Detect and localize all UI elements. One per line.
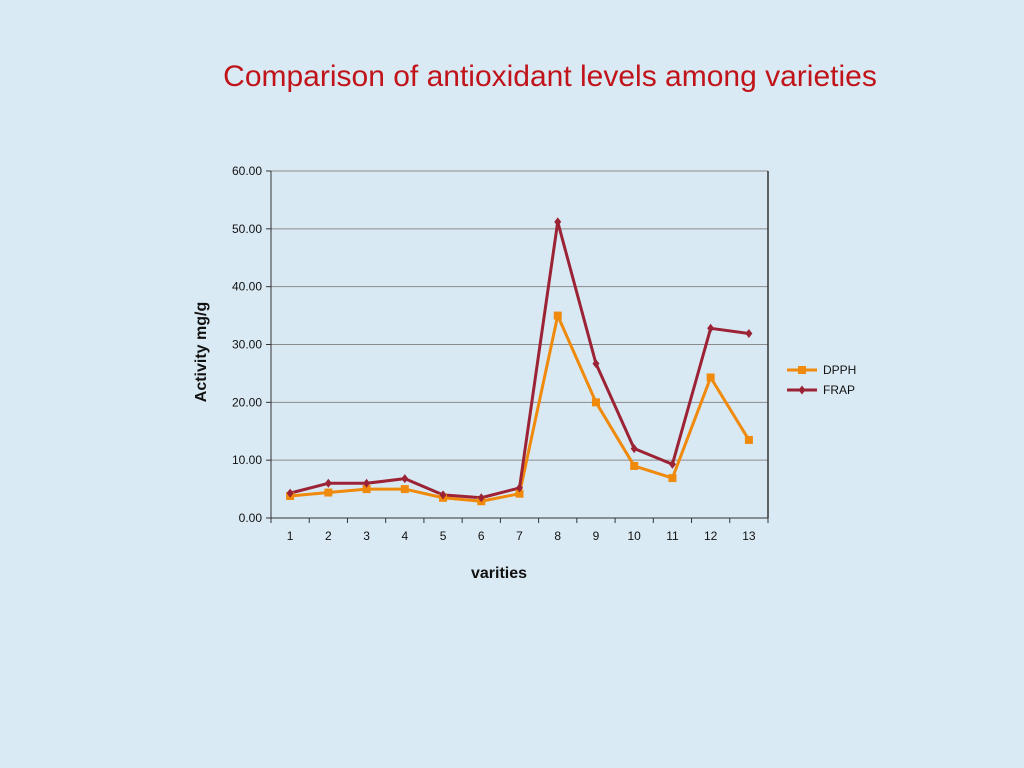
dpph-point	[630, 461, 639, 470]
dpph-point	[362, 485, 371, 494]
dpph-point	[515, 489, 524, 498]
frap-point	[477, 493, 485, 503]
frap-point	[592, 359, 600, 369]
x-tick-label: 2	[325, 529, 332, 543]
x-tick-label: 9	[593, 529, 600, 543]
legend-label-frap: FRAP	[823, 383, 855, 397]
series-markers	[286, 217, 753, 506]
legend-marker-dpph	[798, 366, 806, 374]
frap-point	[554, 217, 562, 227]
x-tick-label: 3	[363, 529, 370, 543]
y-axis-ticks: 0.00 10.00 20.00 30.00 40.00 50.00 60.00	[232, 164, 271, 525]
y-tick-label: 40.00	[232, 280, 262, 294]
dpph-point	[324, 488, 333, 497]
legend-marker-frap	[798, 385, 806, 395]
frap-point	[668, 459, 676, 469]
x-tick-label: 4	[401, 529, 408, 543]
y-tick-label: 50.00	[232, 222, 262, 236]
x-tick-label: 6	[478, 529, 485, 543]
x-tick-label: 12	[704, 529, 718, 543]
legend: DPPH FRAP	[787, 363, 856, 397]
x-tick-label: 5	[440, 529, 447, 543]
frap-point	[516, 483, 523, 493]
frap-point	[324, 478, 332, 488]
dpph-point	[706, 373, 715, 382]
slide-title: Comparison of antioxidant levels among v…	[223, 60, 877, 93]
dpph-point	[744, 435, 753, 444]
gridlines	[271, 170, 768, 461]
x-tick-label: 13	[742, 529, 756, 543]
y-axis-title: Activity mg/g	[193, 302, 210, 402]
dpph-point	[400, 485, 409, 494]
y-tick-label: 10.00	[232, 453, 262, 467]
legend-label-dpph: DPPH	[823, 363, 856, 377]
frap-point	[439, 490, 447, 500]
frap-point	[745, 329, 753, 339]
dpph-point	[553, 311, 562, 320]
frap-point	[363, 478, 371, 488]
x-tick-label: 10	[628, 529, 642, 543]
frap-point	[707, 323, 715, 333]
dpph-point	[668, 474, 677, 483]
x-tick-label: 1	[287, 529, 294, 543]
x-axis-title: varities	[471, 565, 527, 582]
x-tick-label: 8	[554, 529, 561, 543]
x-tick-label: 11	[666, 529, 679, 543]
y-tick-label: 20.00	[232, 395, 262, 409]
y-tick-label: 60.00	[232, 164, 262, 178]
y-tick-label: 30.00	[232, 338, 262, 352]
y-tick-label: 0.00	[239, 511, 263, 525]
x-axis-ticks: 1 2 3 4 5 6 7 8 9 10 11 12 13	[270, 518, 769, 543]
frap-point	[630, 444, 638, 454]
x-tick-label: 7	[516, 529, 523, 543]
dpph-point	[591, 398, 600, 407]
frap-point	[286, 488, 294, 498]
frap-point	[401, 474, 409, 484]
